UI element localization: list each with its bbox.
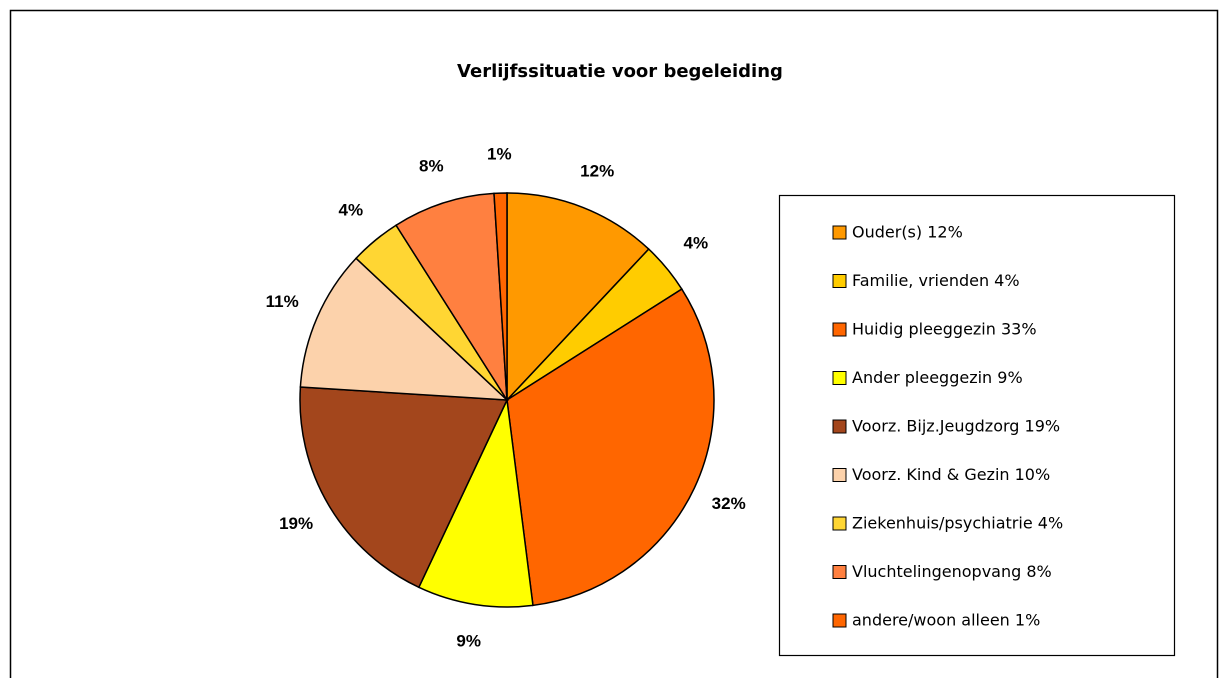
chart-title: Verlijfssituatie voor begeleiding <box>457 61 783 82</box>
slice-label: 4% <box>683 233 708 252</box>
legend-swatch <box>832 613 847 628</box>
legend-swatch <box>832 468 847 482</box>
legend-swatch <box>832 322 847 337</box>
slice-label: 19% <box>279 514 313 533</box>
pie-slice <box>299 257 510 401</box>
slice-label: 4% <box>339 201 364 220</box>
legend-label: Vluchtelingenopvang 8% <box>852 562 1052 581</box>
legend-label: Voorz. Kind & Gezin 10% <box>852 465 1050 484</box>
legend-swatch <box>832 225 847 240</box>
legend-swatch <box>832 516 847 531</box>
pie-slice <box>395 192 508 401</box>
legend-label: Familie, vrienden 4% <box>852 271 1020 290</box>
legend-label: andere/woon alleen 1% <box>852 611 1040 630</box>
legend-swatch <box>832 274 847 288</box>
legend-swatch <box>832 371 847 385</box>
slice-label: 32% <box>712 494 746 513</box>
pie-slice <box>506 288 715 607</box>
legend-label: Voorz. Bijz.Jeugdzorg 19% <box>852 417 1060 436</box>
pie-slice <box>493 192 508 401</box>
slice-label: 9% <box>456 631 481 650</box>
legend-label: Ouder(s) 12% <box>852 223 963 242</box>
slice-label: 1% <box>487 145 512 164</box>
pie-slice <box>299 386 509 589</box>
legend-label: Ziekenhuis/psychiatrie 4% <box>852 514 1063 533</box>
slice-label: 11% <box>266 292 299 311</box>
slice-label: 12% <box>580 162 614 181</box>
legend-label: Ander pleeggezin 9% <box>852 368 1023 387</box>
legend-label: Huidig pleeggezin 33% <box>852 320 1037 339</box>
pie-slice <box>506 192 650 402</box>
legend-swatch <box>832 565 847 579</box>
slice-label: 8% <box>419 156 444 175</box>
pie-slice <box>417 397 534 608</box>
legend-swatch <box>832 419 847 434</box>
